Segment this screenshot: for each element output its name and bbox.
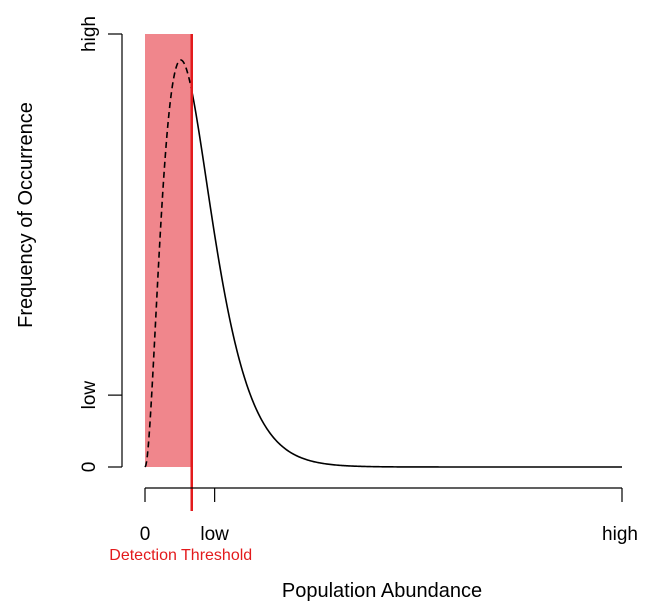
curve-below-threshold xyxy=(144,59,193,468)
y-tick-label: low xyxy=(79,381,100,410)
y-tick-label: high xyxy=(79,16,100,52)
below-threshold-band xyxy=(145,34,192,467)
x-tick-label: high xyxy=(602,524,638,545)
x-tick-label: 0 xyxy=(140,524,151,545)
x-ticks: 0 low high xyxy=(140,488,638,545)
y-ticks: 0 low high xyxy=(79,16,122,472)
y-tick-label: 0 xyxy=(79,462,100,473)
y-axis: 0 low high xyxy=(79,16,123,472)
x-axis: 0 low high xyxy=(140,487,638,545)
plot-area xyxy=(144,34,622,511)
x-tick-label: low xyxy=(200,524,229,545)
x-axis-title: Population Abundance xyxy=(282,580,482,602)
y-axis-title: Frequency of Occurrence xyxy=(15,102,37,328)
detection-threshold-label: Detection Threshold xyxy=(109,547,252,564)
curve-above-threshold xyxy=(190,90,622,468)
